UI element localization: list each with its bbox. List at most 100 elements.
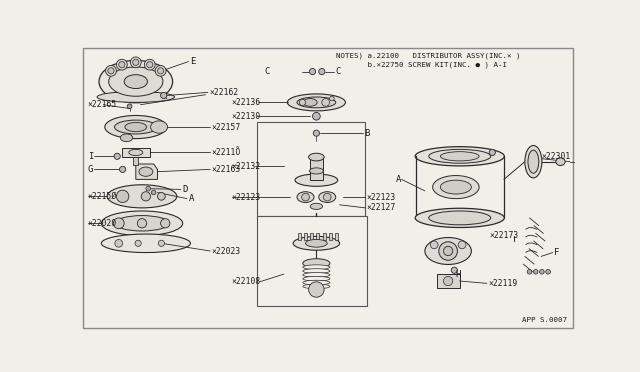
Text: ×2215Ø: ×2215Ø [88,192,117,201]
Ellipse shape [319,192,336,202]
Bar [257,216,367,307]
Ellipse shape [99,60,173,103]
Circle shape [108,68,114,74]
Ellipse shape [556,158,565,166]
Ellipse shape [287,94,346,111]
Ellipse shape [429,150,491,163]
Circle shape [312,112,320,120]
Ellipse shape [303,99,317,106]
Circle shape [444,246,452,256]
Circle shape [330,96,334,101]
Circle shape [322,99,330,106]
Circle shape [323,193,331,201]
Ellipse shape [309,168,323,174]
Text: C: C [336,67,341,76]
Ellipse shape [440,152,479,161]
Circle shape [155,65,166,76]
Bar [436,274,460,288]
Text: ×22127: ×22127 [367,203,396,212]
Ellipse shape [308,153,324,161]
Ellipse shape [305,240,327,247]
Ellipse shape [150,121,168,133]
Circle shape [319,68,325,75]
Circle shape [439,242,458,260]
Ellipse shape [120,134,132,142]
Circle shape [131,57,141,68]
Circle shape [141,192,150,201]
Ellipse shape [415,208,504,228]
Circle shape [157,192,165,200]
Text: ×22108: ×22108 [232,277,261,286]
Ellipse shape [107,185,177,208]
Polygon shape [136,164,157,179]
Circle shape [113,218,124,229]
Bar [298,232,301,240]
Circle shape [114,153,120,159]
Text: b.×22750 SCREW KIT(INC. ● ) A-I: b.×22750 SCREW KIT(INC. ● ) A-I [336,61,507,68]
Text: ×22132: ×22132 [232,162,261,171]
Circle shape [308,282,324,297]
Circle shape [115,240,123,247]
Ellipse shape [139,167,153,176]
Circle shape [135,240,141,246]
Bar [329,232,332,240]
Ellipse shape [115,120,157,134]
Text: D: D [182,185,188,194]
Text: ×22119: ×22119 [488,279,518,288]
Text: A: A [396,175,401,184]
Ellipse shape [293,236,340,250]
Ellipse shape [129,150,143,155]
Circle shape [313,130,319,136]
Circle shape [116,190,129,202]
Circle shape [533,269,538,274]
Circle shape [127,104,132,109]
Circle shape [489,150,495,155]
Text: ×22173: ×22173 [489,231,518,240]
Circle shape [119,62,125,68]
Ellipse shape [528,150,539,173]
Ellipse shape [297,192,314,202]
Ellipse shape [303,280,330,285]
Ellipse shape [303,265,330,269]
Bar [310,232,313,240]
Ellipse shape [303,269,330,273]
Ellipse shape [303,284,330,289]
Text: APP S.0007: APP S.0007 [522,317,567,323]
Circle shape [158,240,164,246]
Text: NOTES) a.22100   DISTRIBUTOR ASSY(INC.× ): NOTES) a.22100 DISTRIBUTOR ASSY(INC.× ) [336,52,520,59]
Text: H: H [456,270,461,279]
Ellipse shape [97,92,175,102]
Ellipse shape [525,145,542,178]
Ellipse shape [101,211,182,235]
Text: ×22023: ×22023 [212,247,241,256]
Circle shape [301,193,309,201]
Bar [335,232,338,240]
Circle shape [145,59,155,70]
Circle shape [444,276,452,286]
Circle shape [546,269,550,274]
Ellipse shape [303,276,330,281]
Ellipse shape [303,259,330,268]
Text: ×22162: ×22162 [209,88,239,97]
Text: C: C [264,67,270,76]
Circle shape [147,62,153,68]
Ellipse shape [297,97,336,108]
Text: ×22165: ×22165 [88,100,117,109]
Text: ×22020: ×22020 [88,219,117,228]
Bar [310,157,323,180]
Ellipse shape [415,147,504,166]
Circle shape [138,219,147,228]
Text: F: F [554,248,559,257]
Ellipse shape [115,216,169,231]
Circle shape [116,59,127,70]
Text: E: E [190,57,195,66]
Ellipse shape [124,75,147,89]
Circle shape [458,241,466,249]
Text: ×22157: ×22157 [212,122,241,132]
Circle shape [132,59,139,65]
Bar [316,232,319,240]
Circle shape [157,68,164,74]
Bar [304,232,307,240]
Text: ×22163: ×22163 [212,165,241,174]
Ellipse shape [109,67,163,96]
